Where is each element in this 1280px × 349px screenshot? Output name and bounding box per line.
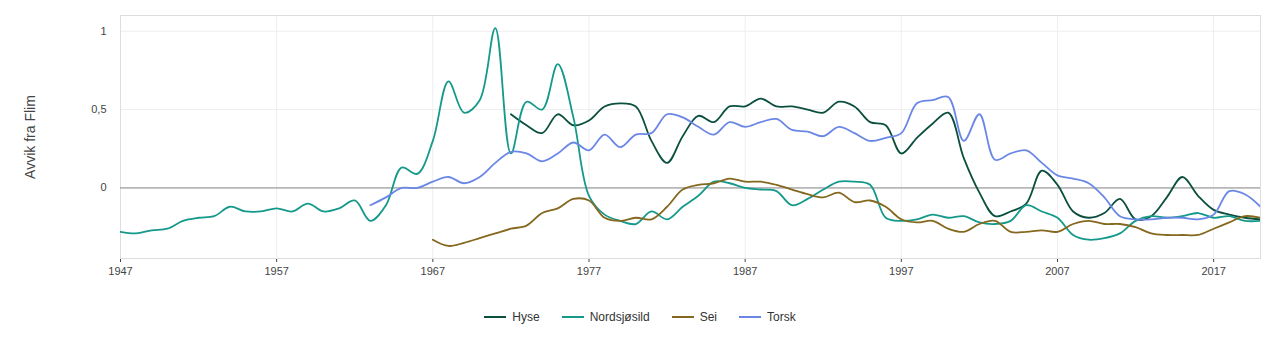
- svg-text:1957: 1957: [264, 265, 288, 277]
- svg-text:1947: 1947: [108, 265, 132, 277]
- html-text:Nordsjøsild: Nordsjøsild: [589, 310, 650, 324]
- svg-text:1977: 1977: [577, 265, 601, 277]
- svg-text:1997: 1997: [889, 265, 913, 277]
- svg-text:1: 1: [100, 25, 106, 37]
- svg-text:2007: 2007: [1045, 265, 1069, 277]
- svg-text:2017: 2017: [1201, 265, 1225, 277]
- html-text:Torsk: Torsk: [767, 310, 796, 324]
- html-text:Sei: Sei: [699, 310, 717, 324]
- svg-text:0: 0: [100, 181, 106, 193]
- svg-text:1967: 1967: [421, 265, 445, 277]
- svg-text:0,5: 0,5: [91, 103, 106, 115]
- svg-text:Avvik fra Flim: Avvik fra Flim: [22, 95, 38, 179]
- svg-text:1987: 1987: [733, 265, 757, 277]
- html-text:Hyse: Hyse: [512, 310, 540, 324]
